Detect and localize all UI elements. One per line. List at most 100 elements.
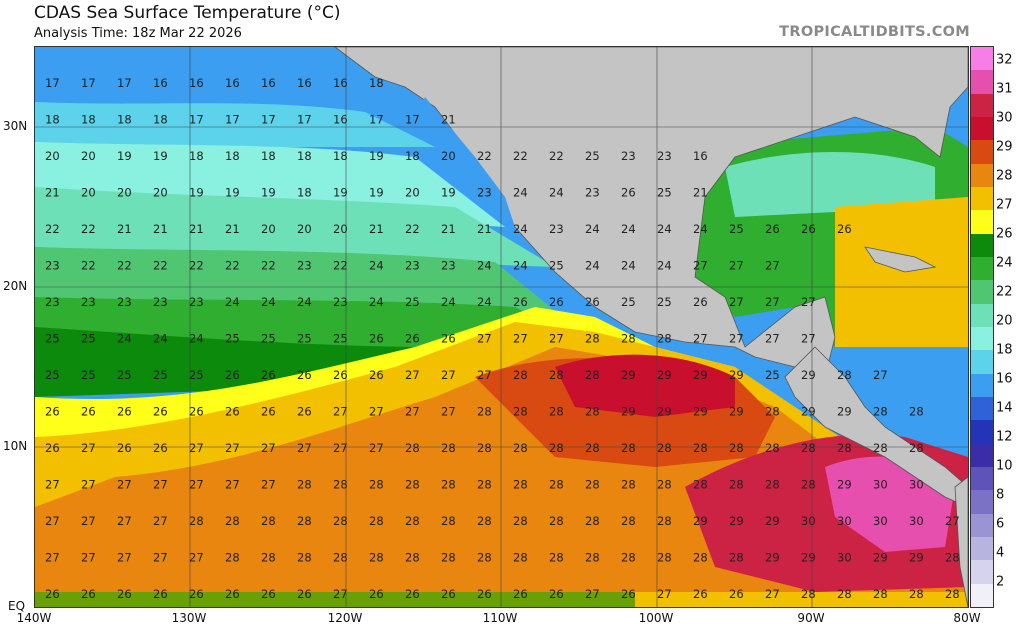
temperature-value: 28 xyxy=(549,514,564,528)
temperature-value: 27 xyxy=(729,295,744,309)
colorbar-segment xyxy=(971,327,993,351)
temperature-value: 27 xyxy=(873,368,888,382)
temperature-value: 23 xyxy=(549,222,564,236)
temperature-value: 28 xyxy=(405,478,420,492)
temperature-value: 26 xyxy=(405,332,420,346)
temperature-value: 29 xyxy=(801,405,816,419)
temperature-value: 30 xyxy=(837,551,852,565)
temperature-value: 26 xyxy=(369,332,384,346)
temperature-value: 19 xyxy=(441,186,456,200)
temperature-value: 27 xyxy=(81,478,96,492)
colorbar-tick-label: 14 xyxy=(996,400,1013,416)
temperature-value: 27 xyxy=(333,405,348,419)
temperature-value: 28 xyxy=(621,332,636,346)
temperature-value: 20 xyxy=(405,186,420,200)
temperature-value: 23 xyxy=(657,149,672,163)
temperature-value: 26 xyxy=(369,587,384,601)
temperature-value: 28 xyxy=(693,478,708,492)
temperature-value: 28 xyxy=(513,368,528,382)
band-29 xyxy=(555,354,735,417)
temperature-value: 25 xyxy=(153,368,168,382)
temperature-value: 29 xyxy=(765,551,780,565)
temperature-value: 22 xyxy=(81,222,96,236)
temperature-value: 28 xyxy=(513,405,528,419)
temperature-value: 27 xyxy=(945,514,960,528)
temperature-value: 18 xyxy=(153,113,168,127)
temperature-value: 24 xyxy=(621,222,636,236)
temperature-value: 27 xyxy=(189,441,204,455)
temperature-value: 26 xyxy=(189,587,204,601)
temperature-value: 19 xyxy=(153,149,168,163)
temperature-value: 26 xyxy=(225,405,240,419)
map-title: CDAS Sea Surface Temperature (°C) xyxy=(34,3,341,23)
temperature-value: 18 xyxy=(333,149,348,163)
temperature-value: 26 xyxy=(585,295,600,309)
temperature-value: 26 xyxy=(369,368,384,382)
sst-map: 17 17 17 16 16 16 16 16 16 18 18 18 18 18 17 17 17 17 16 17… xyxy=(34,46,969,608)
temperature-value: 27 xyxy=(765,259,780,273)
temperature-value: 26 xyxy=(81,405,96,419)
temperature-value: 23 xyxy=(297,259,312,273)
temperature-value: 18 xyxy=(189,149,204,163)
temperature-value: 22 xyxy=(549,149,564,163)
temperature-value: 28 xyxy=(513,478,528,492)
temperature-value: 26 xyxy=(225,587,240,601)
temperature-value: 25 xyxy=(261,332,276,346)
temperature-value: 27 xyxy=(297,441,312,455)
temperature-value: 26 xyxy=(801,222,816,236)
temperature-value: 27 xyxy=(117,551,132,565)
temperature-value: 27 xyxy=(153,514,168,528)
colorbar-tick-label: 4 xyxy=(996,545,1005,561)
temperature-value: 20 xyxy=(117,186,132,200)
temperature-value: 20 xyxy=(45,149,60,163)
colorbar-segment xyxy=(971,513,993,538)
temperature-value: 30 xyxy=(909,478,924,492)
temperature-value: 26 xyxy=(441,332,456,346)
temperature-value: 20 xyxy=(297,222,312,236)
temperature-value: 17 xyxy=(45,76,60,90)
temperature-value: 25 xyxy=(117,368,132,382)
colorbar-tick-label: 20 xyxy=(996,313,1013,329)
colorbar-segment xyxy=(971,490,993,515)
temperature-value: 23 xyxy=(189,295,204,309)
temperature-value: 26 xyxy=(333,368,348,382)
temperature-value: 24 xyxy=(513,259,528,273)
temperature-value: 25 xyxy=(189,368,204,382)
temperature-value: 28 xyxy=(585,368,600,382)
temperature-value: 26 xyxy=(549,295,564,309)
temperature-value: 25 xyxy=(45,368,60,382)
temperature-value: 22 xyxy=(45,222,60,236)
temperature-value: 24 xyxy=(189,332,204,346)
temperature-value: 27 xyxy=(189,478,204,492)
temperature-value: 28 xyxy=(873,587,888,601)
colorbar-tick-label: 29 xyxy=(996,139,1013,155)
colorbar-segment xyxy=(971,583,993,608)
temperature-value: 26 xyxy=(441,587,456,601)
temperature-value: 25 xyxy=(729,222,744,236)
temperature-value: 17 xyxy=(189,113,204,127)
colorbar-tick-label: 2 xyxy=(996,574,1005,590)
temperature-value: 25 xyxy=(297,332,312,346)
temperature-value: 28 xyxy=(837,441,852,455)
temperature-value: 16 xyxy=(333,76,348,90)
temperature-value: 28 xyxy=(441,441,456,455)
lat-label-eq: EQ xyxy=(8,599,26,613)
colorbar-tick-label: 27 xyxy=(996,197,1013,213)
temperature-value: 20 xyxy=(261,222,276,236)
graticule xyxy=(35,47,968,607)
temperature-value: 24 xyxy=(369,259,384,273)
temperature-value: 22 xyxy=(153,259,168,273)
temperature-value: 27 xyxy=(225,478,240,492)
colorbar-segment xyxy=(971,93,993,118)
temperature-value: 16 xyxy=(693,149,708,163)
colorbar xyxy=(970,46,994,608)
temperature-value: 29 xyxy=(837,478,852,492)
colorbar-segment xyxy=(971,163,993,188)
colorbar-segment xyxy=(971,47,993,71)
temperature-value: 21 xyxy=(441,222,456,236)
temperature-value: 25 xyxy=(81,368,96,382)
colorbar-tick-label: 31 xyxy=(996,81,1013,97)
temperature-value: 19 xyxy=(261,186,276,200)
temperature-value: 26 xyxy=(153,405,168,419)
temperature-value: 25 xyxy=(585,149,600,163)
